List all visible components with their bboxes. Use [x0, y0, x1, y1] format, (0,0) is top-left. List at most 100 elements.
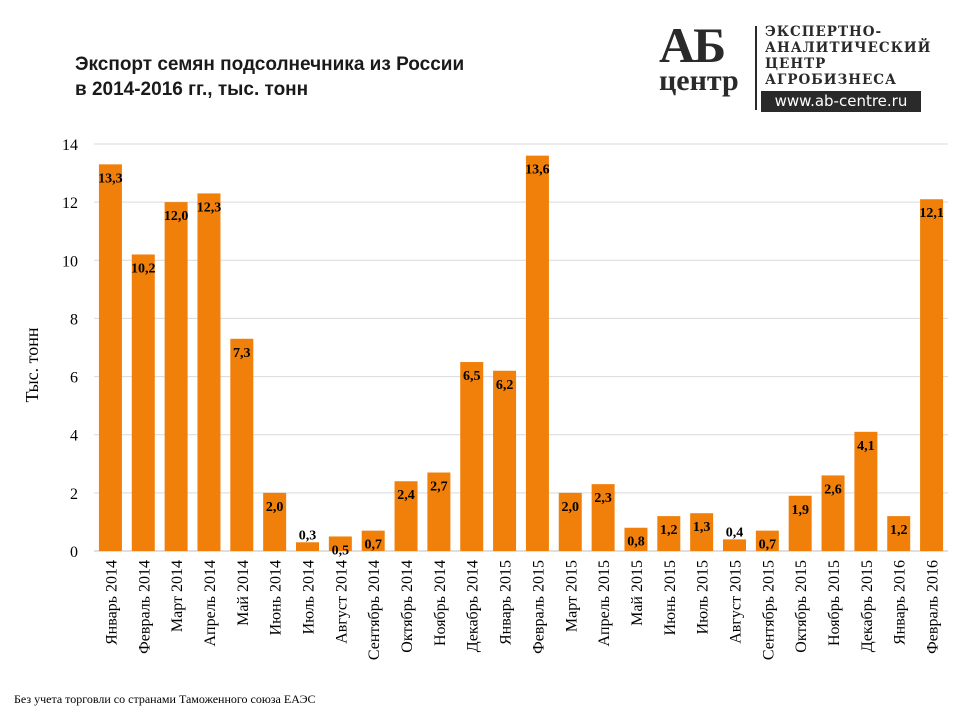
data-label: 13,3: [98, 171, 123, 186]
x-tick-label: Февраль 2016: [925, 560, 942, 654]
x-tick-label: Июнь 2014: [268, 560, 285, 635]
bar: [723, 539, 746, 551]
x-tick-label: Январь 2014: [103, 560, 120, 645]
bar: [394, 481, 418, 551]
title-line-2: в 2014-2016 гг., тыс. тонн: [75, 79, 309, 100]
data-label: 2,6: [824, 482, 842, 497]
x-tick-label: Январь 2016: [892, 560, 909, 645]
bar: [361, 530, 385, 551]
logo-line: ЭКСПЕРТНО-: [765, 24, 883, 40]
bar: [164, 202, 188, 551]
logo-mark-top: АБ: [659, 17, 726, 73]
x-tick-label: Октябрь 2015: [793, 560, 810, 653]
data-label: 2,4: [397, 488, 415, 503]
bar: [263, 492, 287, 551]
data-label: 2,0: [266, 500, 284, 515]
bar: [887, 516, 911, 551]
x-tick-label: Январь 2015: [498, 560, 515, 645]
y-tick-label: 0: [70, 544, 78, 561]
bar: [328, 536, 352, 551]
y-tick-label: 4: [70, 428, 78, 445]
footnote: Без учета торговли со странами Таможенно…: [14, 692, 316, 706]
chart-title: Экспорт семян подсолнечника из России в …: [75, 52, 464, 102]
data-label: 12,3: [197, 200, 222, 215]
data-label: 1,2: [890, 523, 908, 538]
y-tick-label: 6: [70, 370, 78, 387]
title-line-1: Экспорт семян подсолнечника из России: [75, 54, 465, 75]
x-tick-label: Февраль 2014: [136, 560, 153, 654]
logo-mark-bottom: центр: [659, 64, 739, 97]
y-tick-label: 2: [70, 486, 78, 503]
data-label: 0,3: [299, 528, 317, 543]
x-tick-label: Декабрь 2015: [859, 560, 876, 652]
bar: [197, 193, 221, 551]
bar: [920, 199, 944, 551]
x-tick-label: Февраль 2015: [530, 560, 547, 654]
x-tick-label: Октябрь 2014: [399, 560, 416, 653]
logo-line: ЦЕНТР: [765, 56, 827, 72]
x-tick-label: Ноябрь 2015: [826, 560, 843, 646]
logo-text: ЭКСПЕРТНО- АНАЛИТИЧЕСКИЙ ЦЕНТР АГРОБИЗНЕ…: [765, 24, 931, 88]
bar: [690, 513, 714, 551]
x-tick-label: Ноябрь 2014: [432, 560, 449, 646]
bar: [98, 164, 122, 551]
bar: [591, 484, 615, 551]
data-label: 7,3: [233, 346, 251, 361]
bar: [493, 370, 517, 551]
y-tick-label: 14: [62, 137, 78, 154]
data-label: 0,7: [759, 538, 777, 553]
x-tick-label: Май 2014: [235, 560, 252, 626]
data-label: 0,5: [332, 543, 350, 558]
x-tick-label: Сентябрь 2014: [366, 560, 383, 660]
data-label: 2,3: [594, 491, 612, 506]
bar: [558, 492, 582, 551]
data-label: 1,3: [693, 520, 711, 535]
data-label: 0,4: [726, 525, 744, 540]
data-label: 0,7: [364, 538, 382, 553]
bar: [821, 475, 845, 551]
y-tick-label: 12: [62, 195, 78, 212]
bar: [788, 495, 812, 551]
x-tick-label: Август 2015: [728, 560, 745, 644]
data-label: 4,1: [857, 439, 875, 454]
bar: [230, 338, 254, 551]
data-label: 0,8: [627, 535, 645, 550]
bar: [427, 472, 451, 551]
x-tick-label: Март 2014: [169, 560, 186, 632]
x-tick-label: Июнь 2015: [662, 560, 679, 635]
x-tick-label: Июль 2014: [301, 560, 318, 634]
bar: [525, 155, 549, 551]
bar: [131, 254, 155, 551]
data-label: 12,1: [919, 206, 944, 221]
x-tick-label: Апрель 2014: [202, 560, 219, 647]
x-tick-label: Июль 2015: [695, 560, 712, 634]
bar: [854, 431, 878, 551]
logo-url: www.ab-centre.ru: [761, 91, 921, 112]
data-label: 2,0: [562, 500, 580, 515]
data-label: 13,6: [525, 163, 550, 178]
logo-divider: [755, 26, 757, 110]
data-label: 12,0: [164, 209, 189, 224]
x-tick-label: Май 2015: [629, 560, 646, 626]
bar: [624, 527, 648, 551]
ab-centre-logo: АБ центр ЭКСПЕРТНО- АНАЛИТИЧЕСКИЙ ЦЕНТР …: [655, 17, 930, 114]
x-tick-label: Апрель 2015: [596, 560, 613, 647]
y-tick-label: 10: [62, 253, 78, 270]
bar: [296, 542, 319, 551]
logo-line: АНАЛИТИЧЕСКИЙ: [765, 40, 932, 56]
bar: [460, 362, 484, 551]
y-axis-title: Тыс. тонн: [22, 327, 42, 402]
logo-line: АГРОБИЗНЕСА: [765, 72, 898, 88]
data-label: 6,2: [496, 378, 514, 393]
data-label: 1,9: [791, 503, 809, 518]
data-label: 10,2: [131, 261, 156, 276]
y-tick-label: 8: [70, 311, 78, 328]
data-label: 6,5: [463, 369, 481, 384]
x-tick-label: Сентябрь 2015: [760, 560, 777, 660]
bar: [755, 530, 779, 551]
x-tick-label: Август 2014: [333, 560, 350, 644]
data-label: 1,2: [660, 523, 678, 538]
bar: [657, 516, 681, 551]
